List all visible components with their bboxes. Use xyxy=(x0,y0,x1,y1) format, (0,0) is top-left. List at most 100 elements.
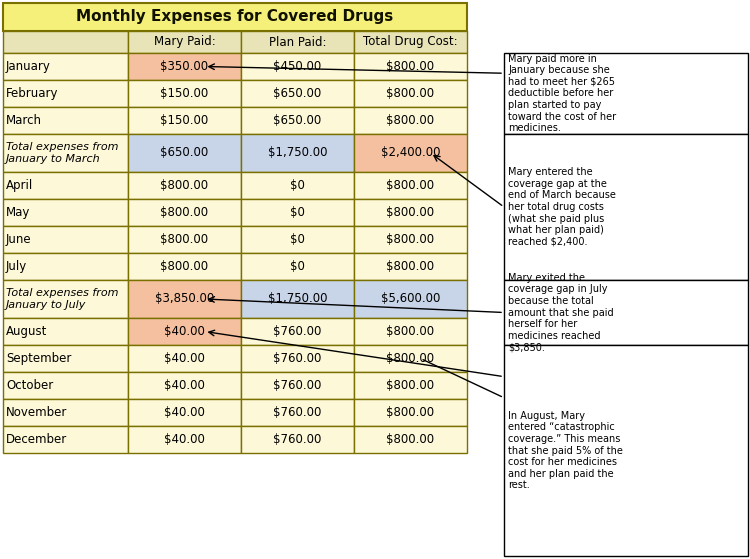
Text: $650.00: $650.00 xyxy=(273,114,322,127)
Text: $3,850.00: $3,850.00 xyxy=(154,292,214,306)
Text: December: December xyxy=(6,433,68,446)
Text: Mary entered the
coverage gap at the
end of March because
her total drug costs
(: Mary entered the coverage gap at the end… xyxy=(508,167,616,247)
Text: May: May xyxy=(6,206,30,219)
Bar xyxy=(354,280,467,318)
Text: Total expenses from
January to March: Total expenses from January to March xyxy=(6,142,118,164)
Text: April: April xyxy=(6,179,33,192)
Text: $800.00: $800.00 xyxy=(160,233,209,246)
Bar xyxy=(3,345,128,372)
Bar xyxy=(3,80,128,107)
Text: October: October xyxy=(6,379,53,392)
Text: In August, Mary
entered “catastrophic
coverage.” This means
that she paid 5% of : In August, Mary entered “catastrophic co… xyxy=(508,411,622,490)
Text: $40.00: $40.00 xyxy=(164,325,205,338)
Bar xyxy=(3,134,128,172)
Text: June: June xyxy=(6,233,32,246)
Bar xyxy=(241,372,354,399)
Text: Mary paid more in
January because she
had to meet her $265
deductible before her: Mary paid more in January because she ha… xyxy=(508,54,616,133)
Bar xyxy=(3,3,467,31)
Bar xyxy=(3,318,128,345)
Text: $800.00: $800.00 xyxy=(386,233,434,246)
Bar xyxy=(128,426,241,453)
Text: August: August xyxy=(6,325,47,338)
Text: $800.00: $800.00 xyxy=(386,352,434,365)
Bar xyxy=(3,107,128,134)
Text: $0: $0 xyxy=(290,233,305,246)
Bar xyxy=(128,172,241,199)
Bar xyxy=(241,107,354,134)
Text: $2,400.00: $2,400.00 xyxy=(381,146,440,159)
Text: Total Drug Cost:: Total Drug Cost: xyxy=(363,36,458,49)
Bar xyxy=(3,399,128,426)
Text: $800.00: $800.00 xyxy=(386,114,434,127)
Bar xyxy=(354,226,467,253)
Bar xyxy=(3,172,128,199)
Text: $760.00: $760.00 xyxy=(273,352,322,365)
Text: $760.00: $760.00 xyxy=(273,325,322,338)
Text: February: February xyxy=(6,87,59,100)
Text: $800.00: $800.00 xyxy=(386,206,434,219)
Text: $800.00: $800.00 xyxy=(160,179,209,192)
Bar xyxy=(128,134,241,172)
Bar xyxy=(354,31,467,53)
Text: $1,750.00: $1,750.00 xyxy=(268,292,327,306)
Bar xyxy=(504,345,748,556)
Bar xyxy=(3,199,128,226)
Bar xyxy=(3,31,128,53)
Bar xyxy=(241,134,354,172)
Bar xyxy=(354,172,467,199)
Text: $650.00: $650.00 xyxy=(160,146,209,159)
Bar xyxy=(3,253,128,280)
Bar xyxy=(128,253,241,280)
Text: $40.00: $40.00 xyxy=(164,352,205,365)
Text: $40.00: $40.00 xyxy=(164,379,205,392)
Text: $350.00: $350.00 xyxy=(160,60,209,73)
Bar xyxy=(128,31,241,53)
Text: $40.00: $40.00 xyxy=(164,433,205,446)
Text: $800.00: $800.00 xyxy=(386,60,434,73)
Bar xyxy=(128,80,241,107)
Bar xyxy=(354,107,467,134)
Text: $0: $0 xyxy=(290,179,305,192)
Text: $150.00: $150.00 xyxy=(160,87,209,100)
Bar xyxy=(128,280,241,318)
Bar xyxy=(241,253,354,280)
Bar xyxy=(128,345,241,372)
Text: $800.00: $800.00 xyxy=(386,179,434,192)
Bar xyxy=(3,280,128,318)
Bar xyxy=(241,199,354,226)
Bar xyxy=(354,253,467,280)
Bar xyxy=(504,134,748,280)
Bar xyxy=(354,372,467,399)
Text: $760.00: $760.00 xyxy=(273,379,322,392)
Bar xyxy=(354,134,467,172)
Text: January: January xyxy=(6,60,51,73)
Text: Mary Paid:: Mary Paid: xyxy=(154,36,215,49)
Text: $800.00: $800.00 xyxy=(160,206,209,219)
Bar xyxy=(128,107,241,134)
Text: $800.00: $800.00 xyxy=(386,433,434,446)
Text: $40.00: $40.00 xyxy=(164,406,205,419)
Bar xyxy=(241,280,354,318)
Text: $150.00: $150.00 xyxy=(160,114,209,127)
Bar xyxy=(504,280,748,345)
Text: Monthly Expenses for Covered Drugs: Monthly Expenses for Covered Drugs xyxy=(76,10,394,25)
Bar xyxy=(241,345,354,372)
Text: $5,600.00: $5,600.00 xyxy=(381,292,440,306)
Bar xyxy=(128,53,241,80)
Bar xyxy=(241,31,354,53)
Bar xyxy=(3,372,128,399)
Bar xyxy=(354,426,467,453)
Bar xyxy=(128,199,241,226)
Text: $800.00: $800.00 xyxy=(386,379,434,392)
Text: March: March xyxy=(6,114,42,127)
Text: Mary exited the
coverage gap in July
because the total
amount that she paid
hers: Mary exited the coverage gap in July bec… xyxy=(508,273,614,352)
Bar xyxy=(241,426,354,453)
Bar xyxy=(354,80,467,107)
Text: $0: $0 xyxy=(290,260,305,273)
Bar xyxy=(241,80,354,107)
Bar xyxy=(354,345,467,372)
Bar xyxy=(504,53,748,134)
Text: Plan Paid:: Plan Paid: xyxy=(268,36,326,49)
Bar xyxy=(128,399,241,426)
Text: $800.00: $800.00 xyxy=(386,260,434,273)
